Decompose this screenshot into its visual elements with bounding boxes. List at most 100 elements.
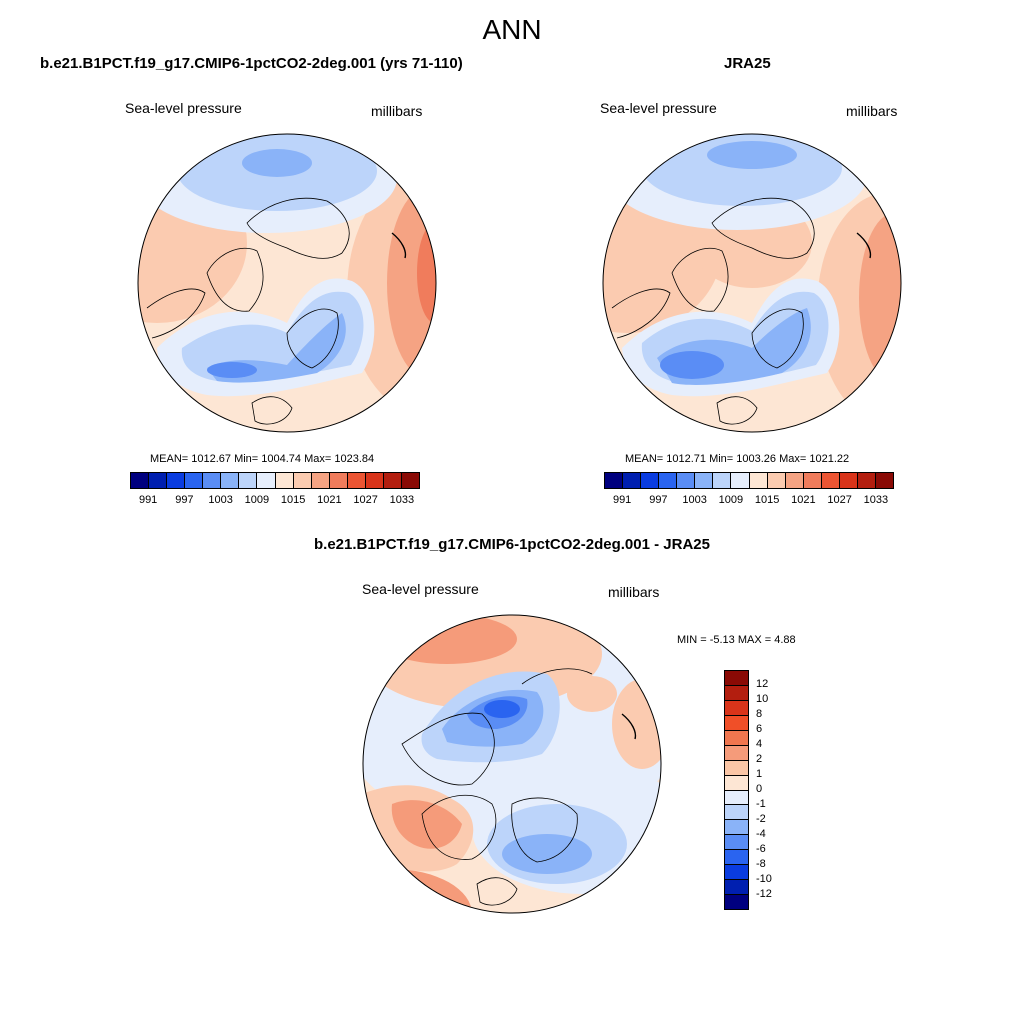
obs-colorbar-swatch bbox=[803, 473, 822, 488]
diff-colorbar-swatch bbox=[725, 820, 748, 836]
diff-colorbar-swatch bbox=[725, 790, 748, 806]
diff-colorbar-swatch bbox=[725, 835, 748, 851]
model-colorbar-tick-label: 1003 bbox=[208, 494, 233, 506]
diff-panel-title: b.e21.B1PCT.f19_g17.CMIP6-1pctCO2-2deg.0… bbox=[314, 536, 710, 553]
diff-colorbar-swatch bbox=[725, 685, 748, 701]
obs-colorbar-swatch bbox=[713, 473, 732, 488]
model-units-label: millibars bbox=[371, 103, 423, 119]
obs-colorbar bbox=[604, 472, 894, 489]
obs-colorbar-swatch bbox=[857, 473, 876, 488]
model-colorbar-swatch bbox=[365, 473, 384, 488]
diff-colorbar-tick-label: 8 bbox=[756, 708, 763, 720]
diff-colorbar bbox=[724, 670, 749, 910]
diff-colorbar-swatch bbox=[725, 850, 748, 866]
model-colorbar-swatch bbox=[275, 473, 294, 488]
diff-colorbar-swatch bbox=[725, 880, 748, 896]
obs-colorbar-swatch bbox=[605, 473, 624, 488]
model-colorbar-swatch bbox=[311, 473, 330, 488]
diff-colorbar-tick-label: -8 bbox=[756, 858, 766, 870]
diff-colorbar-tick-label: 10 bbox=[756, 693, 769, 705]
obs-units-label: millibars bbox=[846, 103, 898, 119]
diff-colorbar-tick-label: -2 bbox=[756, 813, 766, 825]
model-stats: MEAN= 1012.67 Min= 1004.74 Max= 1023.84 bbox=[150, 453, 375, 465]
diff-colorbar-swatch bbox=[725, 895, 748, 909]
diff-colorbar-swatch bbox=[725, 730, 748, 746]
diff-colorbar-swatch bbox=[725, 700, 748, 716]
obs-panel-title: JRA25 bbox=[724, 55, 771, 72]
obs-colorbar-tick-label: 1003 bbox=[682, 494, 707, 506]
obs-variable-label: Sea-level pressure bbox=[600, 100, 717, 116]
obs-colorbar-swatch bbox=[821, 473, 840, 488]
diff-colorbar-tick-label: 12 bbox=[756, 678, 769, 690]
model-colorbar-ticks: 991 997 1003 1009 1015 1021 1027 1033 bbox=[130, 494, 420, 508]
model-colorbar-swatch bbox=[239, 473, 258, 488]
diff-variable-label: Sea-level pressure bbox=[362, 581, 479, 597]
diff-colorbar-tick-label: 2 bbox=[756, 753, 763, 765]
diff-colorbar-swatch bbox=[725, 671, 748, 686]
model-colorbar-tick-label: 1033 bbox=[389, 494, 415, 506]
model-colorbar-swatch bbox=[347, 473, 366, 488]
obs-colorbar-swatch bbox=[839, 473, 858, 488]
diff-stats: MIN = -5.13 MAX = 4.88 bbox=[677, 634, 796, 646]
diff-colorbar-tick-label: 4 bbox=[756, 738, 763, 750]
model-colorbar-swatch bbox=[185, 473, 204, 488]
diff-colorbar-ticks: 12 10 8 6 4 2 1 0 -1 -2 -4 -6 -8 -10 -12 bbox=[756, 670, 796, 910]
diff-colorbar-swatch bbox=[725, 715, 748, 731]
model-colorbar-swatch bbox=[293, 473, 312, 488]
model-colorbar-swatch bbox=[383, 473, 402, 488]
model-colorbar-swatch bbox=[401, 473, 419, 488]
obs-colorbar-swatch bbox=[623, 473, 642, 488]
diff-colorbar-tick-label: 6 bbox=[756, 723, 763, 735]
obs-colorbar-tick-label: 1015 bbox=[754, 494, 780, 506]
diff-polar-map bbox=[362, 614, 662, 914]
diff-colorbar-swatch bbox=[725, 805, 748, 821]
obs-colorbar-swatch bbox=[767, 473, 786, 488]
model-colorbar-tick-label: 1009 bbox=[244, 494, 270, 506]
diff-colorbar-tick-label: -10 bbox=[756, 873, 772, 885]
diff-colorbar-swatch bbox=[725, 745, 748, 761]
model-colorbar-swatch bbox=[131, 473, 150, 488]
model-colorbar-tick-label: 1021 bbox=[317, 494, 342, 506]
obs-colorbar-swatch bbox=[677, 473, 696, 488]
obs-colorbar-ticks: 991 997 1003 1009 1015 1021 1027 1033 bbox=[604, 494, 894, 508]
obs-colorbar-swatch bbox=[659, 473, 678, 488]
obs-colorbar-tick-label: 1021 bbox=[791, 494, 816, 506]
obs-colorbar-swatch bbox=[731, 473, 750, 488]
obs-stats: MEAN= 1012.71 Min= 1003.26 Max= 1021.22 bbox=[625, 453, 850, 465]
model-colorbar-swatch bbox=[167, 473, 186, 488]
main-title: ANN bbox=[482, 14, 542, 45]
model-variable-label: Sea-level pressure bbox=[125, 100, 242, 116]
diff-units-label: millibars bbox=[608, 584, 660, 600]
model-panel-title: b.e21.B1PCT.f19_g17.CMIP6-1pctCO2-2deg.0… bbox=[40, 55, 463, 72]
model-colorbar-tick-label: 1015 bbox=[280, 494, 306, 506]
model-colorbar-tick-label: 991 bbox=[138, 494, 158, 506]
obs-colorbar-swatch bbox=[875, 473, 893, 488]
obs-colorbar-tick-label: 991 bbox=[612, 494, 632, 506]
obs-colorbar-tick-label: 1009 bbox=[718, 494, 744, 506]
obs-colorbar-swatch bbox=[749, 473, 768, 488]
diff-colorbar-tick-label: -12 bbox=[756, 888, 772, 900]
diff-colorbar-swatch bbox=[725, 775, 748, 791]
diff-colorbar-tick-label: -4 bbox=[756, 828, 766, 840]
diff-colorbar-swatch bbox=[725, 865, 748, 881]
obs-colorbar-tick-label: 1033 bbox=[863, 494, 889, 506]
diff-colorbar-tick-label: 1 bbox=[756, 768, 763, 780]
obs-colorbar-swatch bbox=[641, 473, 660, 488]
model-colorbar-swatch bbox=[203, 473, 222, 488]
obs-polar-map bbox=[602, 133, 902, 433]
diff-colorbar-tick-label: -6 bbox=[756, 843, 766, 855]
model-colorbar-tick-label: 997 bbox=[175, 494, 194, 506]
diff-colorbar-swatch bbox=[725, 760, 748, 776]
diff-colorbar-tick-label: -1 bbox=[756, 798, 766, 810]
obs-colorbar-tick-label: 997 bbox=[649, 494, 668, 506]
model-colorbar bbox=[130, 472, 420, 489]
model-polar-map bbox=[137, 133, 437, 433]
model-colorbar-swatch bbox=[257, 473, 276, 488]
obs-colorbar-tick-label: 1027 bbox=[827, 494, 852, 506]
model-colorbar-swatch bbox=[329, 473, 348, 488]
model-colorbar-swatch bbox=[149, 473, 168, 488]
obs-colorbar-swatch bbox=[785, 473, 804, 488]
obs-colorbar-swatch bbox=[695, 473, 714, 488]
model-colorbar-tick-label: 1027 bbox=[353, 494, 378, 506]
model-colorbar-swatch bbox=[221, 473, 240, 488]
